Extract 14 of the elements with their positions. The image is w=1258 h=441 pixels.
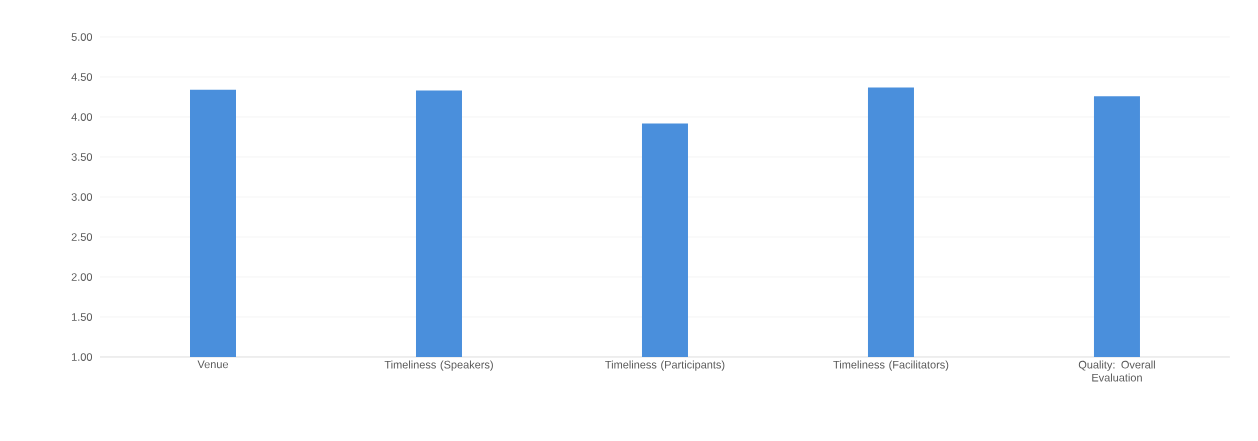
x-tick-label: Timeliness (Facilitators) bbox=[833, 360, 949, 371]
y-tick-label: 4.50 bbox=[71, 73, 93, 81]
y-tick-label: 3.00 bbox=[71, 193, 93, 201]
y-tick-label: 4.00 bbox=[71, 113, 93, 121]
y-tick-label: 2.00 bbox=[71, 273, 93, 281]
x-tick-label: Timeliness (Speakers) bbox=[384, 360, 493, 371]
y-tick-label: 1.00 bbox=[71, 353, 93, 361]
y-tick-label: 5.00 bbox=[71, 33, 93, 41]
y-tick-label: 3.50 bbox=[71, 153, 93, 161]
x-tick-label: Quality: Overall Evaluation bbox=[1078, 360, 1155, 382]
x-tick-label: Venue bbox=[197, 360, 229, 369]
x-tick-label: Timeliness (Participants) bbox=[605, 360, 725, 371]
y-tick-label: 2.50 bbox=[71, 233, 93, 241]
y-tick-label: 1.50 bbox=[71, 313, 93, 321]
